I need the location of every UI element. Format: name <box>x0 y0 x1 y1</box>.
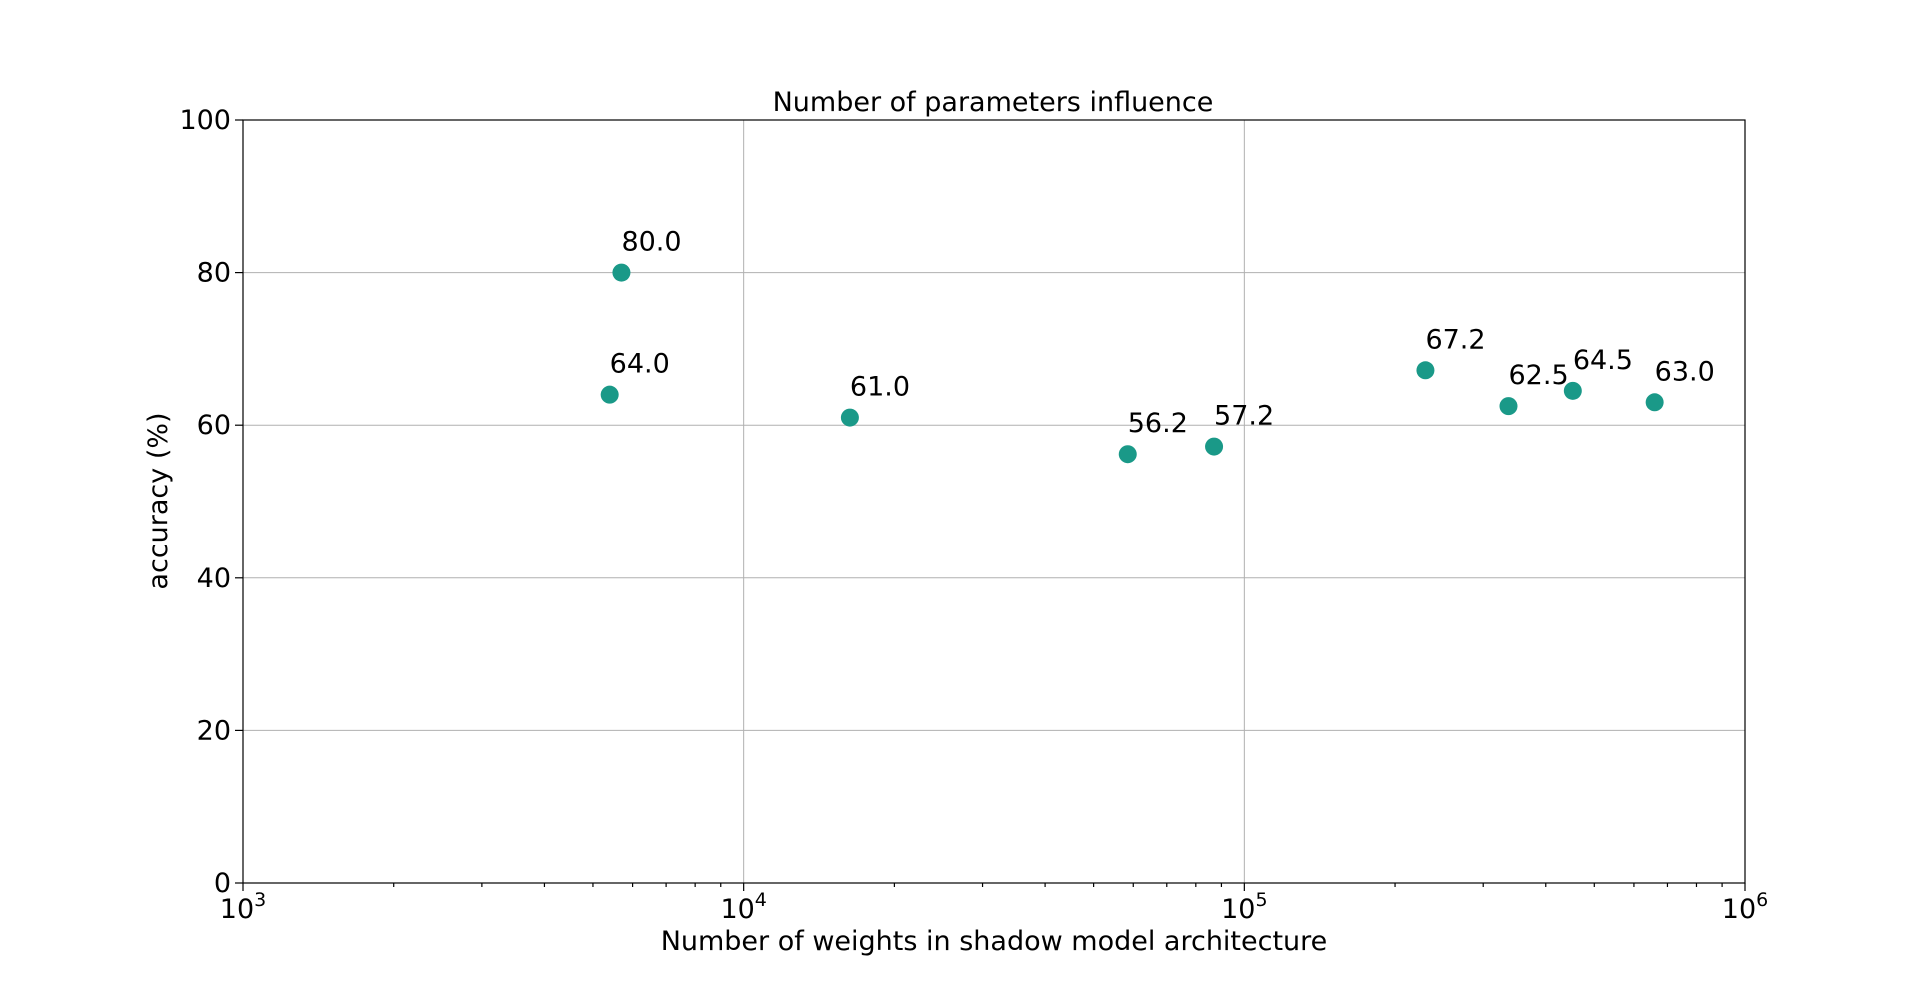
axis-ticks: 0 20 40 60 80 100 103 104 105 106 <box>179 105 1768 925</box>
data-label: 63.0 <box>1655 356 1715 387</box>
plot-frame <box>242 119 1746 884</box>
data-label: 56.2 <box>1128 408 1188 439</box>
grid-lines <box>242 119 1746 884</box>
scatter-point <box>840 408 859 427</box>
data-label: 64.5 <box>1573 345 1633 376</box>
data-label: 80.0 <box>621 227 681 258</box>
scatter-point <box>1118 445 1137 464</box>
data-label: 64.0 <box>610 349 670 380</box>
y-tick-label: 60 <box>197 410 231 441</box>
scatter-point <box>1563 381 1582 400</box>
y-tick-label: 80 <box>197 258 231 289</box>
data-label: 57.2 <box>1214 401 1274 432</box>
data-label: 61.0 <box>850 372 910 403</box>
x-tick-label: 104 <box>720 889 766 925</box>
chart-title: Number of parameters influence <box>773 87 1214 118</box>
y-axis-label: accuracy (%) <box>143 412 174 589</box>
y-tick-label: 40 <box>197 563 231 594</box>
scatter-point <box>600 385 619 404</box>
scatter-point <box>1645 393 1664 412</box>
y-tick-label: 100 <box>179 105 231 136</box>
x-tick-label: 105 <box>1221 889 1267 925</box>
x-axis-label: Number of weights in shadow model archit… <box>661 926 1328 957</box>
x-tick-label: 103 <box>220 889 266 925</box>
y-tick-label: 0 <box>214 868 231 899</box>
scatter-point <box>612 263 631 282</box>
data-label: 62.5 <box>1509 360 1569 391</box>
scatter-point <box>1416 361 1435 380</box>
y-tick-label: 20 <box>197 715 231 746</box>
data-points: 80.0 64.0 61.0 56.2 57.2 67.2 62.5 64.5 63.0 <box>600 227 1715 464</box>
x-tick-label: 106 <box>1722 889 1768 925</box>
scatter-point <box>1205 437 1224 456</box>
minor-ticks <box>393 883 1723 887</box>
scatter-point <box>1499 397 1518 416</box>
data-label: 67.2 <box>1425 324 1485 355</box>
